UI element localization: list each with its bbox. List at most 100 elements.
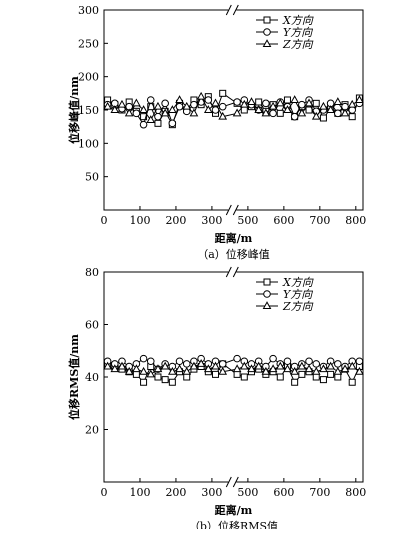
marker xyxy=(304,364,314,373)
x-tick-label: 0 xyxy=(101,486,108,499)
marker xyxy=(218,111,228,120)
x-axis-label: 距离/m xyxy=(215,231,253,245)
marker xyxy=(355,95,364,103)
marker xyxy=(283,96,291,104)
marker xyxy=(291,378,299,386)
y-tick-label: 250 xyxy=(78,37,99,50)
legend-marker xyxy=(263,16,271,24)
marker xyxy=(117,99,127,108)
marker xyxy=(333,366,343,375)
marker xyxy=(154,112,162,121)
marker xyxy=(240,373,248,381)
marker xyxy=(103,361,112,370)
marker xyxy=(117,361,127,370)
caption: （b）位移RMS值 xyxy=(189,519,278,529)
marker xyxy=(212,370,220,378)
marker xyxy=(254,361,264,370)
marker xyxy=(275,361,285,370)
axis-break xyxy=(232,4,239,16)
marker xyxy=(183,373,191,381)
marker xyxy=(132,98,141,107)
y-axis-label: 位移峰值/nm xyxy=(67,76,81,144)
marker xyxy=(153,364,163,373)
marker xyxy=(347,99,357,108)
axis-break xyxy=(232,204,239,216)
marker xyxy=(340,364,350,373)
legend-label: Y方向 xyxy=(283,288,313,301)
marker xyxy=(175,95,184,103)
marker xyxy=(269,109,277,118)
marker xyxy=(311,111,321,120)
axis-break xyxy=(232,476,239,488)
marker xyxy=(312,99,320,107)
marker xyxy=(146,357,155,366)
marker xyxy=(268,364,278,373)
marker xyxy=(305,106,313,114)
marker xyxy=(146,369,156,378)
marker xyxy=(139,366,148,375)
legend-label: X方向 xyxy=(282,14,314,27)
marker xyxy=(334,109,342,118)
legend-marker xyxy=(262,39,272,47)
x-tick-label: 300 xyxy=(201,486,222,499)
marker xyxy=(140,378,148,386)
marker xyxy=(297,361,307,370)
x-tick-label: 600 xyxy=(273,214,294,227)
marker xyxy=(305,357,313,366)
marker xyxy=(168,119,177,128)
marker xyxy=(232,108,242,117)
marker xyxy=(218,366,228,375)
marker xyxy=(219,89,227,97)
marker xyxy=(233,98,241,106)
y-axis-label: 位移RMS值/nm xyxy=(67,334,81,420)
marker xyxy=(175,357,184,366)
marker xyxy=(312,360,321,368)
marker xyxy=(110,105,120,113)
marker xyxy=(348,378,356,386)
marker xyxy=(290,112,299,121)
y-tick-label: 300 xyxy=(78,4,99,17)
x-tick-label: 800 xyxy=(345,214,366,227)
marker xyxy=(189,108,199,117)
marker xyxy=(154,373,162,381)
marker xyxy=(276,373,284,381)
legend-label: Z方向 xyxy=(282,38,314,51)
marker xyxy=(140,113,148,121)
marker xyxy=(355,366,364,375)
y-tick-label: 200 xyxy=(78,71,99,84)
x-tick-label: 100 xyxy=(129,214,150,227)
marker xyxy=(124,366,134,375)
x-tick-label: 0 xyxy=(101,214,108,227)
marker xyxy=(275,98,285,107)
marker xyxy=(347,361,357,370)
x-tick-label: 700 xyxy=(309,214,330,227)
marker xyxy=(326,105,335,113)
caption: （a）位移峰值 xyxy=(197,247,270,261)
axis-break-gap xyxy=(228,206,237,214)
y-tick-label: 40 xyxy=(85,371,99,384)
marker xyxy=(297,108,307,117)
marker xyxy=(132,364,141,373)
x-tick-label: 500 xyxy=(237,214,258,227)
marker xyxy=(268,101,278,110)
marker xyxy=(218,360,227,368)
marker xyxy=(327,370,335,378)
marker xyxy=(304,98,314,107)
marker xyxy=(182,101,192,110)
marker xyxy=(204,96,213,104)
marker xyxy=(139,354,148,363)
marker xyxy=(261,366,271,375)
marker xyxy=(103,101,112,110)
marker xyxy=(182,360,191,368)
y-tick-label: 20 xyxy=(85,424,99,437)
marker xyxy=(139,120,148,129)
y-tick-label: 80 xyxy=(85,266,99,279)
axis-break xyxy=(225,266,232,278)
axis-break-gap xyxy=(228,268,237,276)
marker xyxy=(239,361,249,370)
y-tick-label: 150 xyxy=(78,104,99,117)
marker xyxy=(334,373,342,381)
marker xyxy=(319,114,327,122)
marker xyxy=(312,373,320,381)
